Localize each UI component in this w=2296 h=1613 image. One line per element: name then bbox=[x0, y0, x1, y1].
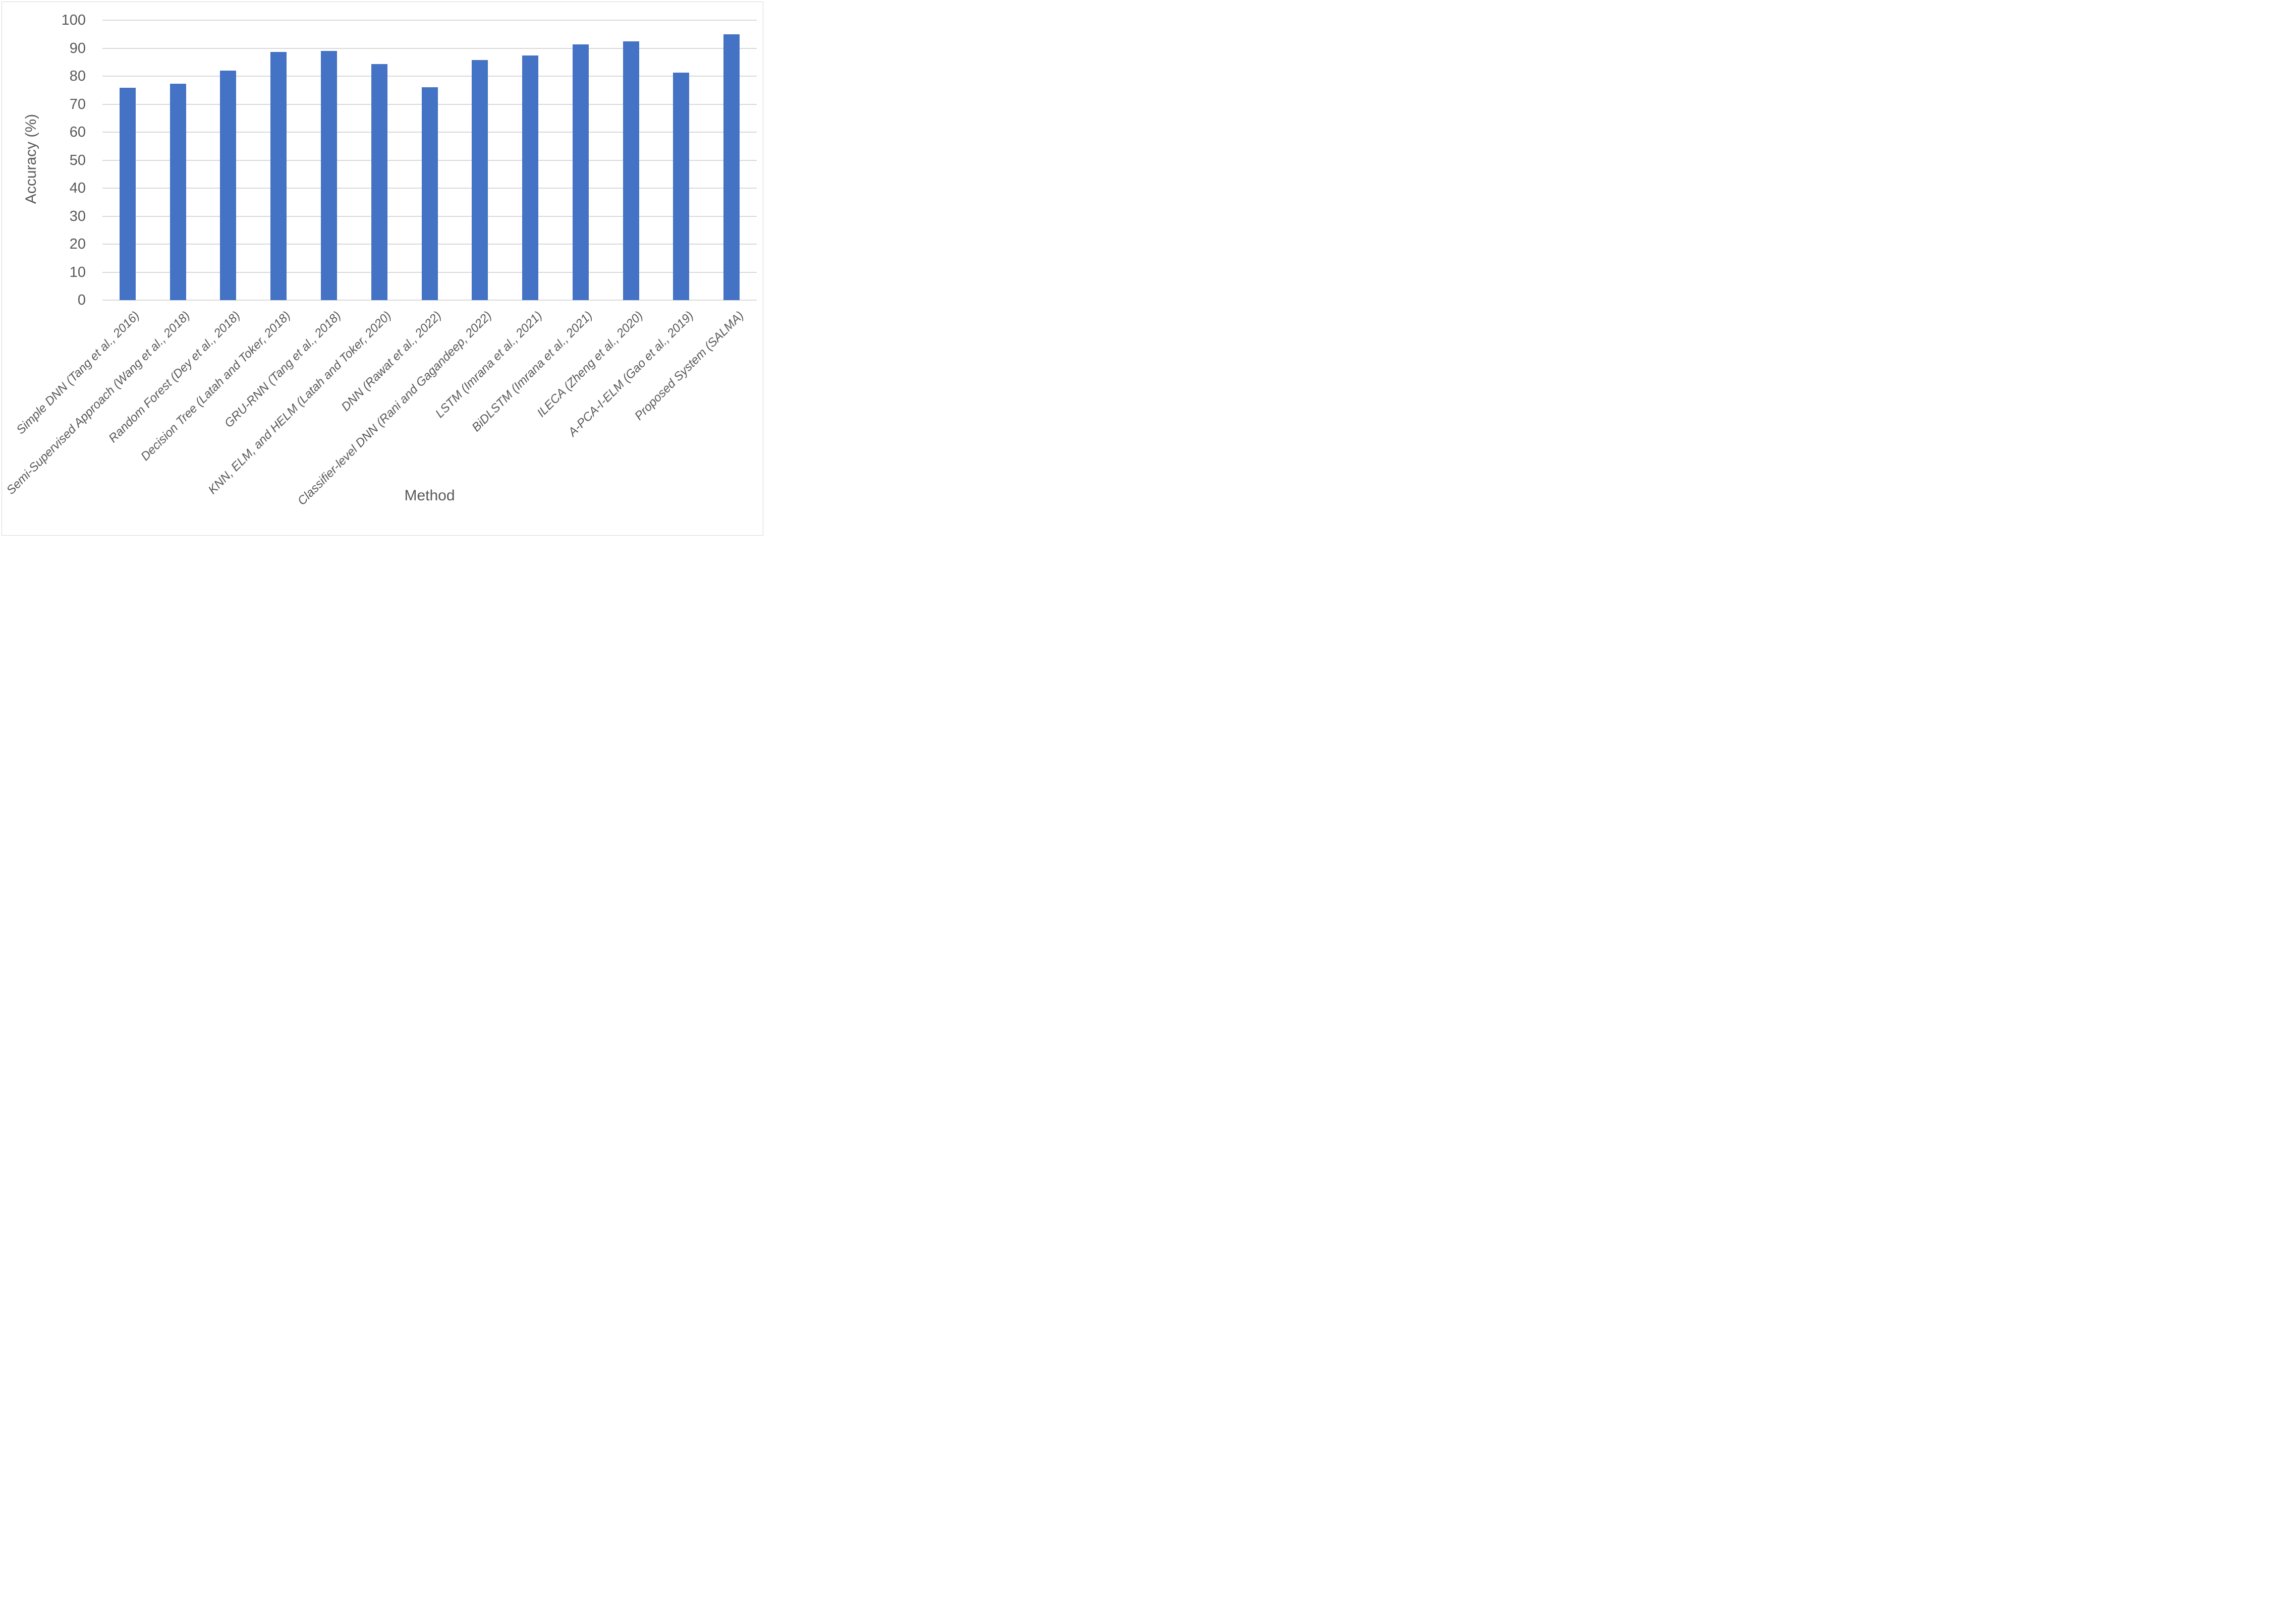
bar-1 bbox=[119, 88, 136, 300]
x-axis-title: Method bbox=[404, 487, 455, 504]
gridline-0 bbox=[102, 300, 757, 301]
bar-10 bbox=[572, 44, 589, 300]
bar-13 bbox=[723, 34, 740, 300]
bar-6 bbox=[371, 64, 387, 300]
gridline-100 bbox=[102, 20, 757, 21]
y-tick-label: 40 bbox=[69, 180, 86, 196]
chart-canvas: 0 10 20 30 40 50 60 70 80 90 100 Simple DNN (Tang … bbox=[0, 0, 765, 538]
gridline-90 bbox=[102, 47, 757, 49]
category-label: LSTM (Imrana et al., 2021) bbox=[433, 309, 545, 421]
y-tick-label: 50 bbox=[69, 152, 86, 168]
y-tick-label: 60 bbox=[69, 124, 86, 140]
y-tick-label: 0 bbox=[77, 292, 86, 308]
category-label: Proposed System (SALMA) bbox=[632, 309, 747, 423]
category-label: KNN, ELM, and HELM (Latah and Toker, 202… bbox=[205, 309, 394, 497]
bar-12 bbox=[673, 73, 690, 300]
y-tick-label: 10 bbox=[69, 264, 86, 280]
y-tick-label: 90 bbox=[69, 40, 86, 56]
y-tick-label: 30 bbox=[69, 208, 86, 224]
bar-4 bbox=[270, 51, 287, 300]
category-label: Classifier-level DNN (Rani and Gagandeep… bbox=[295, 309, 495, 508]
bar-9 bbox=[522, 55, 539, 300]
y-axis-title: Accuracy (%) bbox=[23, 113, 39, 204]
bar-7 bbox=[421, 87, 438, 300]
category-label: ILECA (Zheng et al., 2020) bbox=[534, 309, 646, 420]
bar-8 bbox=[472, 60, 488, 300]
bar-5 bbox=[320, 51, 337, 300]
category-label: DNN (Rawat et al., 2022) bbox=[339, 309, 444, 414]
y-tick-label: 20 bbox=[69, 236, 86, 252]
bar-11 bbox=[623, 41, 639, 300]
y-tick-label: 80 bbox=[69, 68, 86, 84]
bar-2 bbox=[170, 83, 186, 300]
y-tick-label: 100 bbox=[61, 12, 86, 28]
bar-3 bbox=[220, 70, 237, 300]
gridline-80 bbox=[102, 76, 757, 77]
y-tick-label: 70 bbox=[69, 96, 86, 112]
category-label: Semi-Supervised Approach (Wang et al., 2… bbox=[4, 309, 193, 497]
